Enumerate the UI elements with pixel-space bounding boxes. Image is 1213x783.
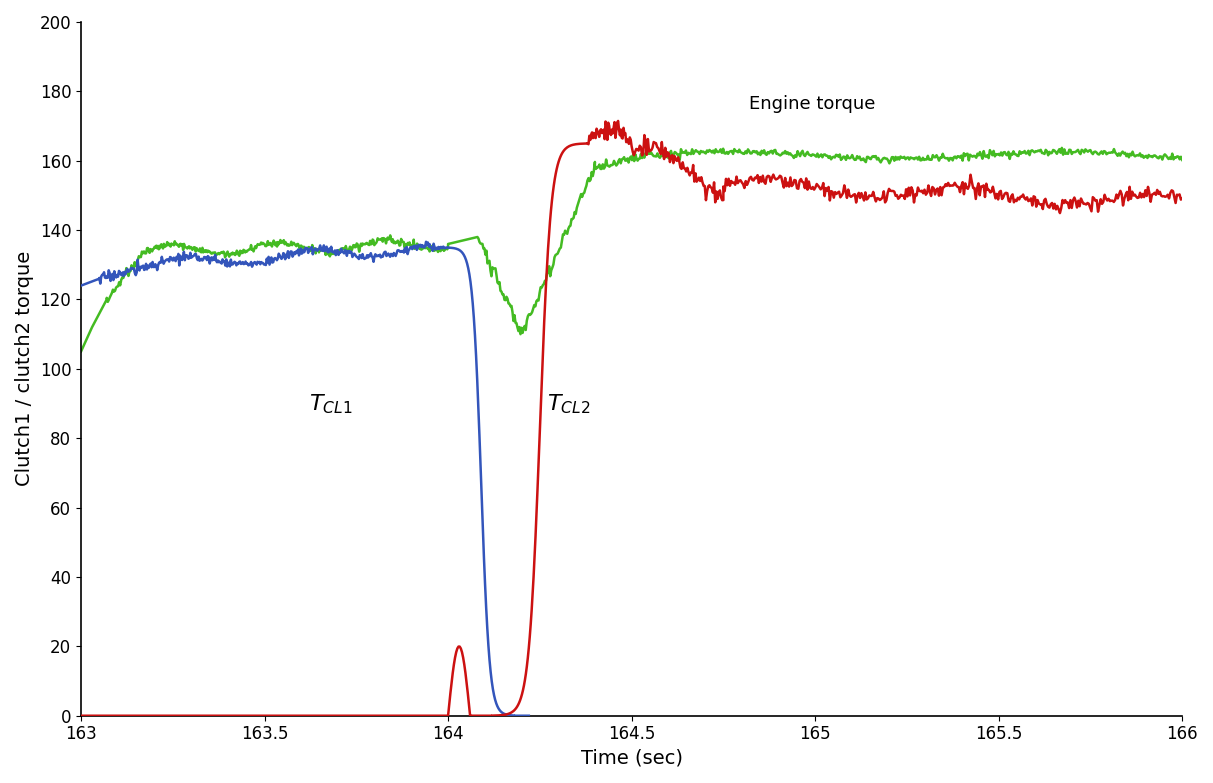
Text: $T_{CL1}$: $T_{CL1}$ (308, 392, 352, 416)
Text: $T_{CL2}$: $T_{CL2}$ (547, 392, 591, 416)
X-axis label: Time (sec): Time (sec) (581, 749, 683, 768)
Text: Engine torque: Engine torque (750, 95, 876, 113)
Y-axis label: Clutch1 / clutch2 torque: Clutch1 / clutch2 torque (15, 251, 34, 486)
